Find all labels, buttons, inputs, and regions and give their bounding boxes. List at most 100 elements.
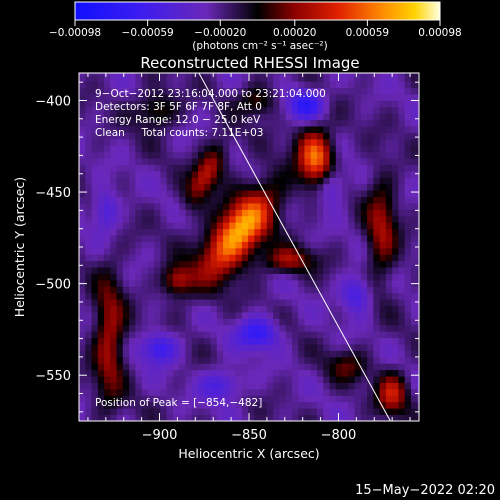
heatmap-cell [185,138,193,146]
heatmap-cell [342,382,349,390]
heatmap-cell [291,81,299,89]
heatmap-cell [223,279,230,287]
heatmap-cell [417,363,419,371]
heatmap-cell [317,203,324,210]
heatmap-cell [279,401,287,409]
heatmap-cell [254,94,262,101]
heatmap-cell [266,87,274,95]
heatmap-cell [266,222,274,230]
heatmap-cell [79,145,86,153]
heatmap-cell [79,119,86,127]
heatmap-cell [260,369,268,377]
heatmap-cell [304,170,312,178]
heatmap-cell [291,196,299,204]
heatmap-cell [198,337,205,345]
heatmap-cell [373,388,381,396]
heatmap-cell [147,81,155,89]
heatmap-cell [166,382,174,390]
heatmap-cell [367,312,374,319]
heatmap-cell [160,254,168,262]
heatmap-cell [410,158,418,165]
heatmap-cell [198,408,205,415]
heatmap-cell [223,235,230,242]
heatmap-cell [254,74,262,82]
heatmap-cell [373,170,381,178]
heatmap-cell [273,235,280,242]
heatmap-cell [97,382,105,390]
heatmap-cell [141,305,149,313]
heatmap-cell [116,267,124,274]
heatmap-cell [348,209,355,217]
heatmap-cell [110,106,117,114]
heatmap-cell [298,138,305,146]
heatmap-cell [166,74,174,82]
heatmap-cell [360,158,368,165]
colorbar-tick-label: 0.00098 [418,27,461,39]
heatmap-cell [210,260,218,268]
heatmap-cell [104,74,111,82]
heatmap-cell [360,254,368,262]
heatmap-cell [110,145,117,153]
heatmap-cell [216,331,224,339]
heatmap-cell [254,305,262,313]
heatmap-cell [85,414,92,421]
heatmap-cell [235,324,243,332]
heatmap-cell [392,312,399,319]
heatmap-cell [210,267,218,274]
heatmap-cell [373,337,381,345]
heatmap-cell [147,183,155,191]
heatmap-cell [166,292,174,300]
colorbar-tick-label: −0.00098 [49,27,101,39]
heatmap-cell [285,74,293,82]
heatmap-cell [379,132,387,140]
heatmap-cell [329,222,337,230]
heatmap-cell [342,279,349,287]
heatmap-cell [116,228,124,236]
annotation-total-counts: Clean Total counts: 7.11E+03 [95,127,264,139]
heatmap-cell [404,209,412,217]
heatmap-cell [373,235,381,242]
heatmap-cell [229,119,236,127]
heatmap-cell [116,222,124,230]
heatmap-cell [254,318,262,326]
heatmap-cell [129,196,136,204]
heatmap-cell [373,273,381,281]
heatmap-cell [216,196,224,204]
heatmap-cell [154,279,161,287]
heatmap-cell [97,279,105,287]
heatmap-cell [179,228,186,236]
heatmap-cell [304,305,312,313]
heatmap-cell [97,324,105,332]
heatmap-cell [266,260,274,268]
heatmap-cell [235,177,243,185]
x-axis-label: Heliocentric X (arcsec) [178,446,319,461]
heatmap-cell [97,113,105,121]
heatmap-cell [279,106,287,114]
heatmap-cell [154,260,161,268]
heatmap-cell [179,73,186,76]
heatmap-cell [310,286,318,294]
heatmap-cell [392,292,399,300]
heatmap-cell [172,106,180,114]
heatmap-cell [298,170,305,178]
heatmap-cell [154,305,161,313]
heatmap-cell [254,292,262,300]
heatmap-cell [342,395,349,403]
x-tick-label: −800 [321,428,357,443]
heatmap-cell [323,100,330,108]
heatmap-cell [392,247,399,255]
heatmap-cell [129,203,136,210]
heatmap-cell [398,100,406,108]
heatmap-cell [348,215,355,223]
heatmap-cell [392,151,399,159]
heatmap-cell [254,215,262,223]
heatmap-cell [198,395,205,403]
heatmap-cell [210,337,218,345]
heatmap-cell [191,132,199,140]
heatmap-cell [266,215,274,223]
heatmap-cell [248,254,255,262]
heatmap-cell [323,305,330,313]
heatmap-cell [160,87,168,95]
heatmap-cell [254,87,262,95]
heatmap-cell [379,382,387,390]
